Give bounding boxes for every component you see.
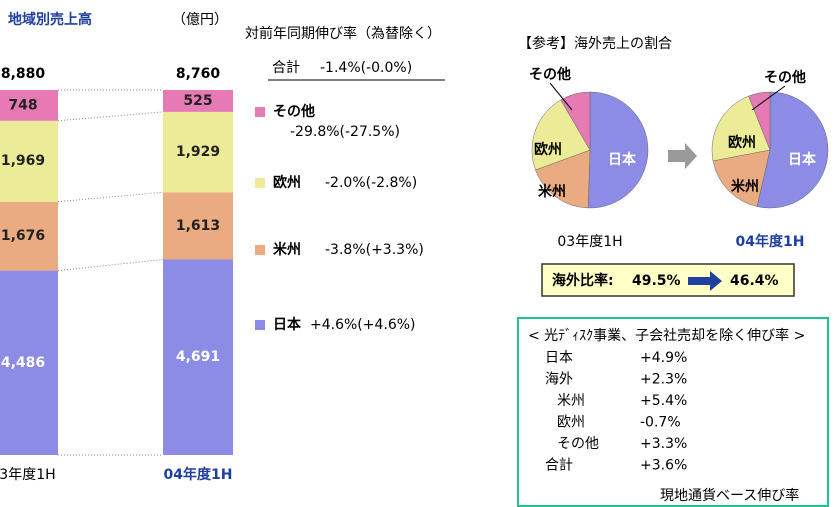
unit: （億円）: [172, 12, 228, 28]
note-rate: +3.3%: [640, 436, 687, 452]
title: 地域別売上高: [8, 11, 92, 28]
total-label: 8,760: [176, 66, 221, 82]
value-label: 4,486: [1, 355, 45, 371]
pie-label: その他: [529, 66, 571, 83]
pie-caption: 04年度1H: [736, 233, 805, 250]
value-label: 4,691: [176, 349, 220, 365]
growth: -3.8%(+3.3%): [325, 242, 424, 258]
note-region: 日本: [545, 350, 573, 366]
note-rate: +3.6%: [640, 458, 687, 474]
note-rate: +4.9%: [640, 350, 687, 366]
bar-segment: [0, 120, 58, 202]
pie-slice: [560, 91, 591, 151]
pie-caption: 03年度1H: [557, 234, 622, 250]
growth-total-name: 合計: [272, 60, 300, 76]
note-region: 米州: [557, 393, 585, 409]
legend-name: 日本: [273, 316, 302, 333]
total-label: 8,880: [1, 66, 46, 82]
note-title: < 光ﾃﾞｨｽｸ事業、子会社売却を除く伸び率 >: [528, 327, 805, 344]
value-label: 748: [8, 97, 37, 113]
note-rate: +5.4%: [640, 393, 687, 409]
legend-swatch: [255, 107, 265, 117]
leader: [549, 82, 573, 111]
note-rate: +2.3%: [640, 372, 687, 388]
x-tick-label: 03年度1H: [0, 467, 56, 483]
legend-name: 欧州: [273, 174, 301, 191]
x-tick-label: 04年度1H: [164, 466, 233, 483]
legend-swatch: [255, 320, 265, 330]
pie-slice: [748, 91, 771, 151]
bar-segment: [163, 111, 233, 193]
pie-label: その他: [764, 69, 806, 86]
pie-label: 欧州: [534, 141, 562, 158]
legend-name: その他: [273, 103, 315, 120]
ratio-label: 海外比率:: [552, 272, 614, 289]
bar-segment: [0, 201, 58, 271]
pie-slice: [587, 91, 649, 209]
pie-slice: [531, 99, 591, 171]
value-label: 1,613: [176, 218, 220, 234]
growth-total: -1.4%(-0.0%): [320, 60, 412, 76]
pie-label: 米州: [538, 183, 566, 200]
growth-title: 対前年同期伸び率（為替除く）: [245, 25, 441, 42]
pie-label: 米州: [731, 178, 759, 195]
legend-name: 米州: [273, 241, 301, 258]
ratio-to: 46.4%: [730, 273, 779, 289]
pie-label: 日本: [608, 151, 637, 168]
note-footer: 現地通貨ベース伸び率: [660, 487, 799, 504]
note-region: その他: [557, 436, 599, 452]
growth: -29.8%(-27.5%): [290, 124, 400, 140]
ratio-arrow: [688, 271, 722, 291]
connector: [57, 191, 164, 203]
pie-slice: [756, 91, 829, 209]
value-label: 1,969: [1, 153, 45, 169]
pie-slice: [535, 149, 591, 209]
connector: [57, 258, 164, 272]
ratio-box: [541, 263, 795, 297]
value-label: 525: [183, 93, 212, 109]
note-region: 合計: [545, 458, 573, 474]
legend-swatch: [255, 245, 265, 255]
pie-slice: [712, 149, 771, 207]
note-region: 海外: [545, 372, 573, 388]
growth: -2.0%(-2.8%): [325, 175, 417, 191]
bar-segment: [163, 90, 233, 112]
bar-segment: [0, 90, 58, 121]
bar-segment: [163, 192, 233, 260]
pie-label: 欧州: [728, 134, 756, 151]
growth: +4.6%(+4.6%): [310, 317, 416, 333]
connector: [57, 111, 164, 122]
bar-segment: [0, 270, 58, 455]
value-label: 1,676: [1, 228, 45, 244]
value-label: 1,929: [176, 144, 220, 160]
note-rate: -0.7%: [640, 415, 681, 431]
note-region: 欧州: [557, 415, 585, 431]
pie-title: 【参考】海外売上の割合: [518, 35, 672, 52]
pie-slice: [711, 95, 771, 162]
arrow: [668, 143, 697, 169]
leader: [751, 85, 786, 111]
pie-label: 日本: [788, 151, 817, 168]
bar-segment: [163, 259, 233, 455]
note-box: [517, 317, 829, 507]
ratio-from: 49.5%: [632, 273, 681, 289]
legend-swatch: [255, 178, 265, 188]
